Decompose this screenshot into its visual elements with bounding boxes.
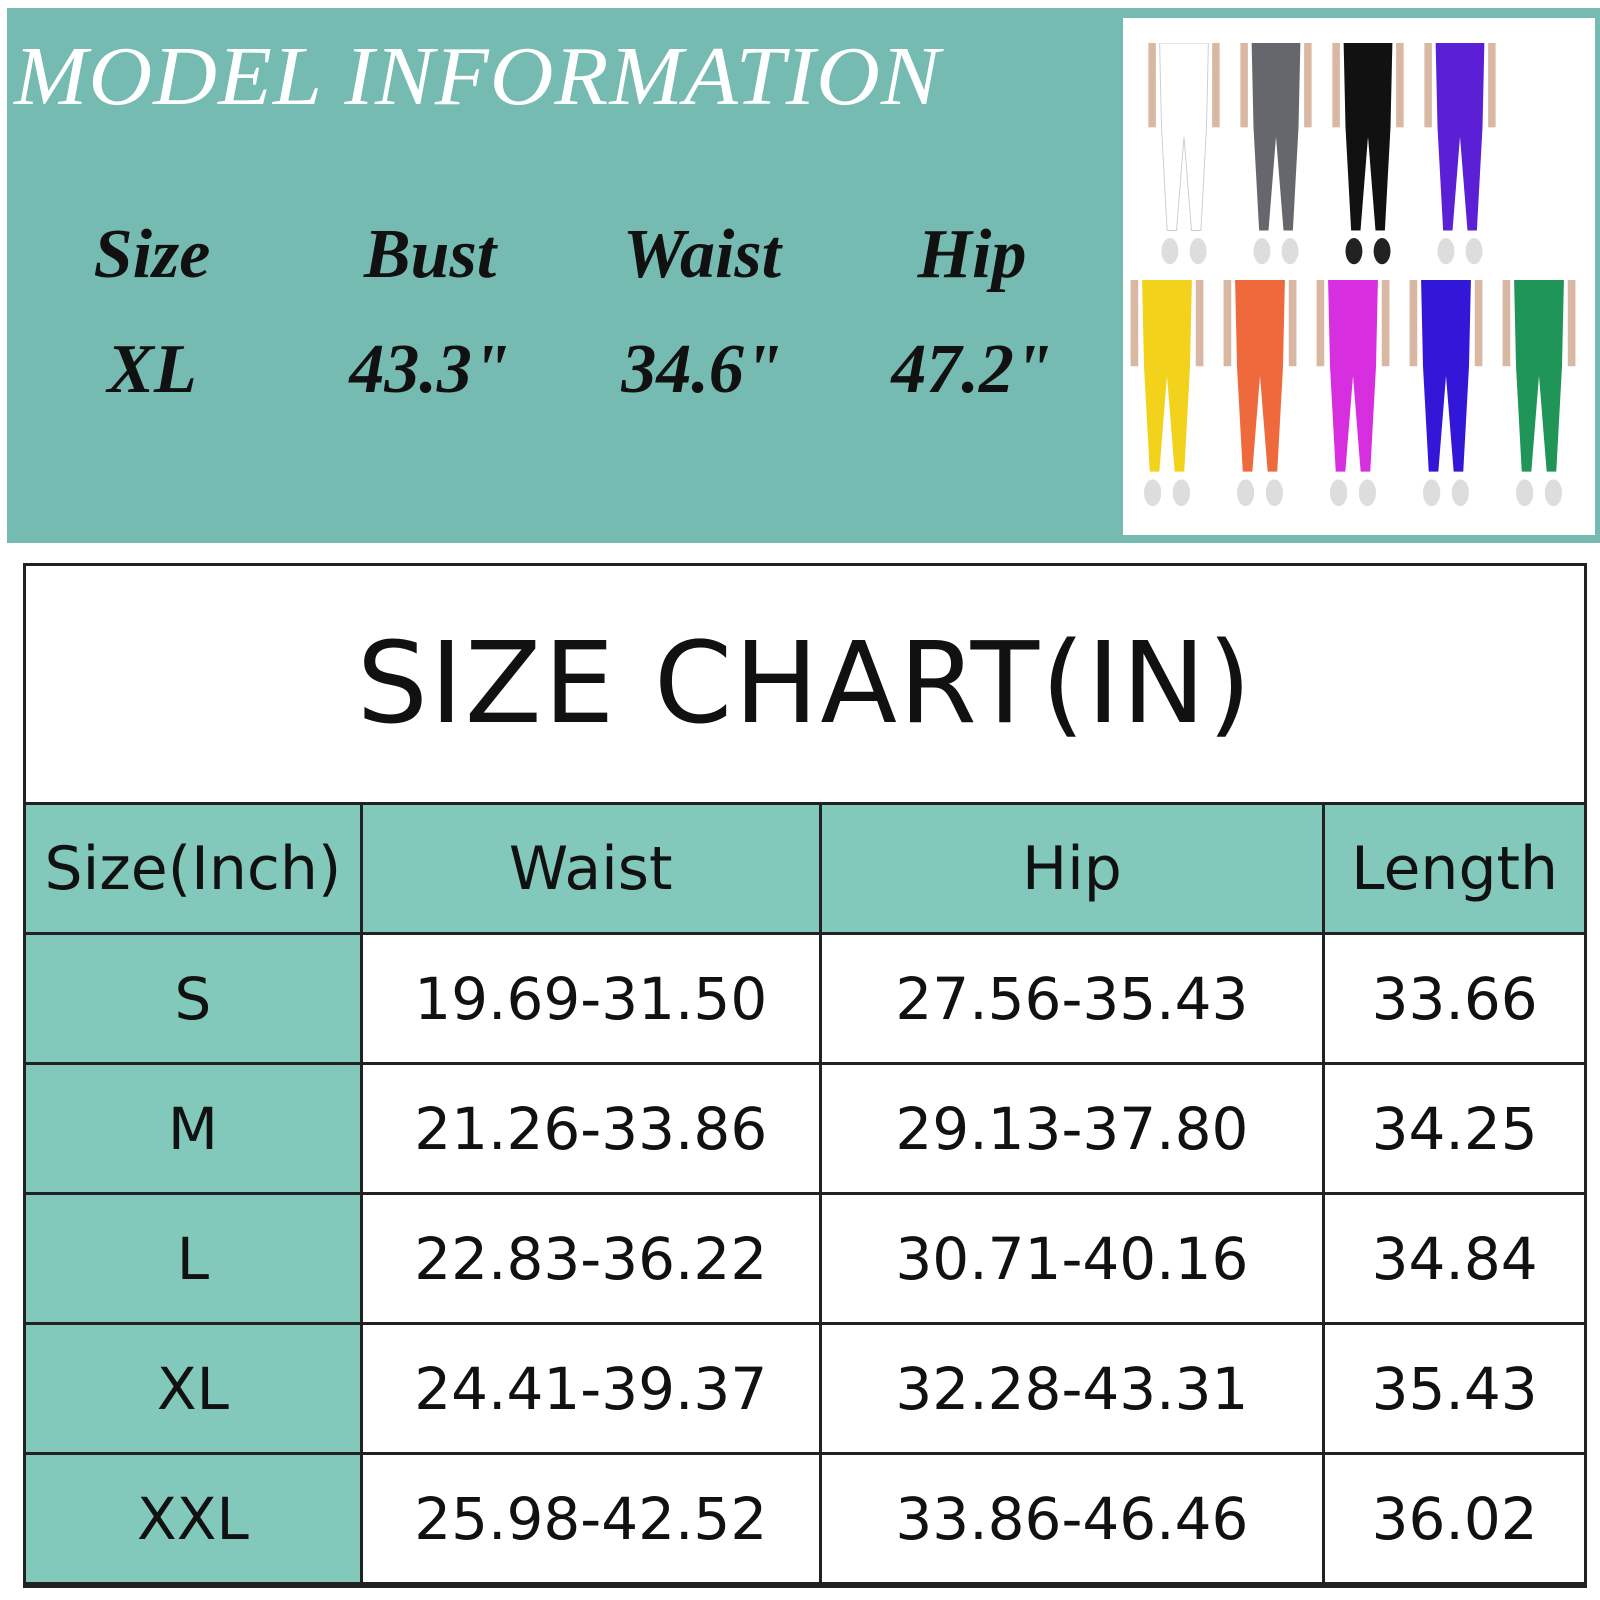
waist-cell: 24.41-39.37 bbox=[359, 1322, 822, 1455]
model-header-waist: Waist bbox=[622, 216, 782, 293]
leggings-figure bbox=[1424, 43, 1496, 265]
column-header-waist: Waist bbox=[359, 802, 822, 935]
model-header-hip: Hip bbox=[917, 216, 1027, 293]
hip-cell: 32.28-43.31 bbox=[818, 1322, 1326, 1455]
table-header-row: Size(Inch) Waist Hip Length bbox=[23, 802, 1587, 935]
model-value-hip: 47.2" bbox=[891, 331, 1053, 408]
table-row: S 19.69-31.50 27.56-35.43 33.66 bbox=[23, 932, 1587, 1065]
size-chart: SIZE CHART(IN) Size(Inch) Waist Hip Leng… bbox=[23, 563, 1587, 1588]
table-row: XL 24.41-39.37 32.28-43.31 35.43 bbox=[23, 1322, 1587, 1455]
hip-cell: 30.71-40.16 bbox=[818, 1192, 1326, 1325]
model-information-title: MODEL INFORMATION bbox=[14, 30, 941, 123]
hip-cell: 27.56-35.43 bbox=[818, 932, 1326, 1065]
size-cell: M bbox=[23, 1062, 363, 1195]
length-cell: 33.66 bbox=[1322, 932, 1587, 1065]
size-chart-title: SIZE CHART(IN) bbox=[356, 619, 1254, 749]
column-header-hip: Hip bbox=[818, 802, 1326, 935]
hip-cell: 33.86-46.46 bbox=[818, 1452, 1326, 1585]
size-cell: S bbox=[23, 932, 363, 1065]
model-header-size: Size bbox=[93, 216, 211, 293]
waist-cell: 22.83-36.22 bbox=[359, 1192, 822, 1325]
leggings-figure bbox=[1223, 280, 1297, 507]
length-cell: 34.84 bbox=[1322, 1192, 1587, 1325]
leggings-figure bbox=[1502, 280, 1576, 507]
length-cell: 36.02 bbox=[1322, 1452, 1587, 1585]
table-row: L 22.83-36.22 30.71-40.16 34.84 bbox=[23, 1192, 1587, 1325]
table-row: XXL 25.98-42.52 33.86-46.46 36.02 bbox=[23, 1452, 1587, 1585]
table-row: M 21.26-33.86 29.13-37.80 34.25 bbox=[23, 1062, 1587, 1195]
length-cell: 35.43 bbox=[1322, 1322, 1587, 1455]
size-table: Size(Inch) Waist Hip Length S 19.69-31.50… bbox=[23, 802, 1587, 1585]
leggings-figure bbox=[1316, 280, 1390, 507]
waist-cell: 21.26-33.86 bbox=[359, 1062, 822, 1195]
product-photo-leggings bbox=[1123, 18, 1595, 535]
column-header-length: Length bbox=[1322, 802, 1587, 935]
leggings-figure bbox=[1409, 280, 1483, 507]
waist-cell: 25.98-42.52 bbox=[359, 1452, 822, 1585]
size-cell: XL bbox=[23, 1322, 363, 1455]
size-cell: L bbox=[23, 1192, 363, 1325]
waist-cell: 19.69-31.50 bbox=[359, 932, 822, 1065]
model-value-bust: 43.3" bbox=[349, 331, 511, 408]
model-value-size: XL bbox=[107, 331, 197, 408]
hip-cell: 29.13-37.80 bbox=[818, 1062, 1326, 1195]
model-value-waist: 34.6" bbox=[621, 331, 783, 408]
model-header-bust: Bust bbox=[363, 216, 497, 293]
leggings-figure bbox=[1130, 280, 1204, 507]
leggings-figure bbox=[1332, 43, 1404, 265]
length-cell: 34.25 bbox=[1322, 1062, 1587, 1195]
leggings-figure bbox=[1148, 43, 1220, 265]
size-cell: XXL bbox=[23, 1452, 363, 1585]
column-header-size: Size(Inch) bbox=[23, 802, 363, 935]
leggings-figure bbox=[1240, 43, 1312, 265]
